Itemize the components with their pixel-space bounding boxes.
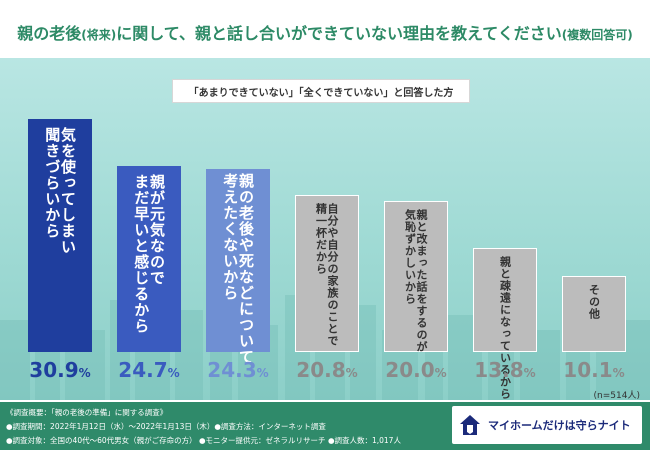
chart-title: 親の老後(将来)に関して、親と話し合いができていない理由を教えてください(複数回…	[10, 20, 640, 44]
value-label-4: 20.8%	[296, 358, 358, 382]
bar-label-5: 親と改まった話をするのが 気恥ずかしいから	[403, 209, 428, 354]
bar-1	[28, 118, 92, 352]
bar-7	[562, 275, 626, 352]
value-label-6: 13.8%	[474, 358, 536, 382]
value-label-2: 24.7%	[118, 358, 180, 382]
survey-target: ●調査対象：全国の40代～60代男女（親がご存命の方） ●モニター提供元：ゼネラ…	[6, 436, 401, 445]
value-label-7: 10.1%	[563, 358, 625, 382]
bar-label-4: 自分や自分の家族のことで 精一杯だから	[314, 203, 339, 348]
bar-4	[295, 195, 359, 352]
value-label-1: 30.9%	[29, 358, 91, 382]
bar-3	[206, 168, 270, 352]
bar-label-2: 親が元気なので まだ早いと感じるから	[132, 173, 166, 334]
bar-label-6: 親と疎遠になっているから	[498, 255, 512, 400]
house-logo-icon	[460, 415, 480, 435]
title-suffix: (複数回答可)	[561, 28, 633, 42]
value-label-5: 20.0%	[385, 358, 447, 382]
chart-subtitle: 「あまりできていない」「全くできていない」と回答した方	[172, 79, 470, 103]
bar-label-7: その他	[587, 283, 601, 320]
bar-5	[384, 201, 448, 352]
brand-logo: マイホームだけは守らナイト	[452, 406, 642, 444]
value-label-3: 24.3%	[207, 358, 269, 382]
survey-period: ●調査期間：2022年1月12日（水）～2022年1月13日（木）●調査方法：イ…	[6, 422, 326, 431]
bar-label-1: 気を使ってしまい 聞きづらいから	[43, 126, 77, 255]
logo-text: マイホームだけは守らナイト	[488, 419, 631, 432]
bar-label-3: 親の老後や死などについて 考えたくないから	[221, 172, 255, 365]
title-part: 親の老後	[17, 24, 82, 43]
title-paren: (将来)	[81, 28, 117, 42]
sample-size-note: (n=514人)	[593, 391, 640, 401]
title-part: に関して、親と話し合いができていない理由を教えてください	[116, 24, 562, 43]
bar-6	[473, 247, 537, 352]
bar-2	[117, 165, 181, 352]
survey-summary-title: 《調査概要：「親の老後の準備」に関する調査》	[6, 408, 168, 417]
